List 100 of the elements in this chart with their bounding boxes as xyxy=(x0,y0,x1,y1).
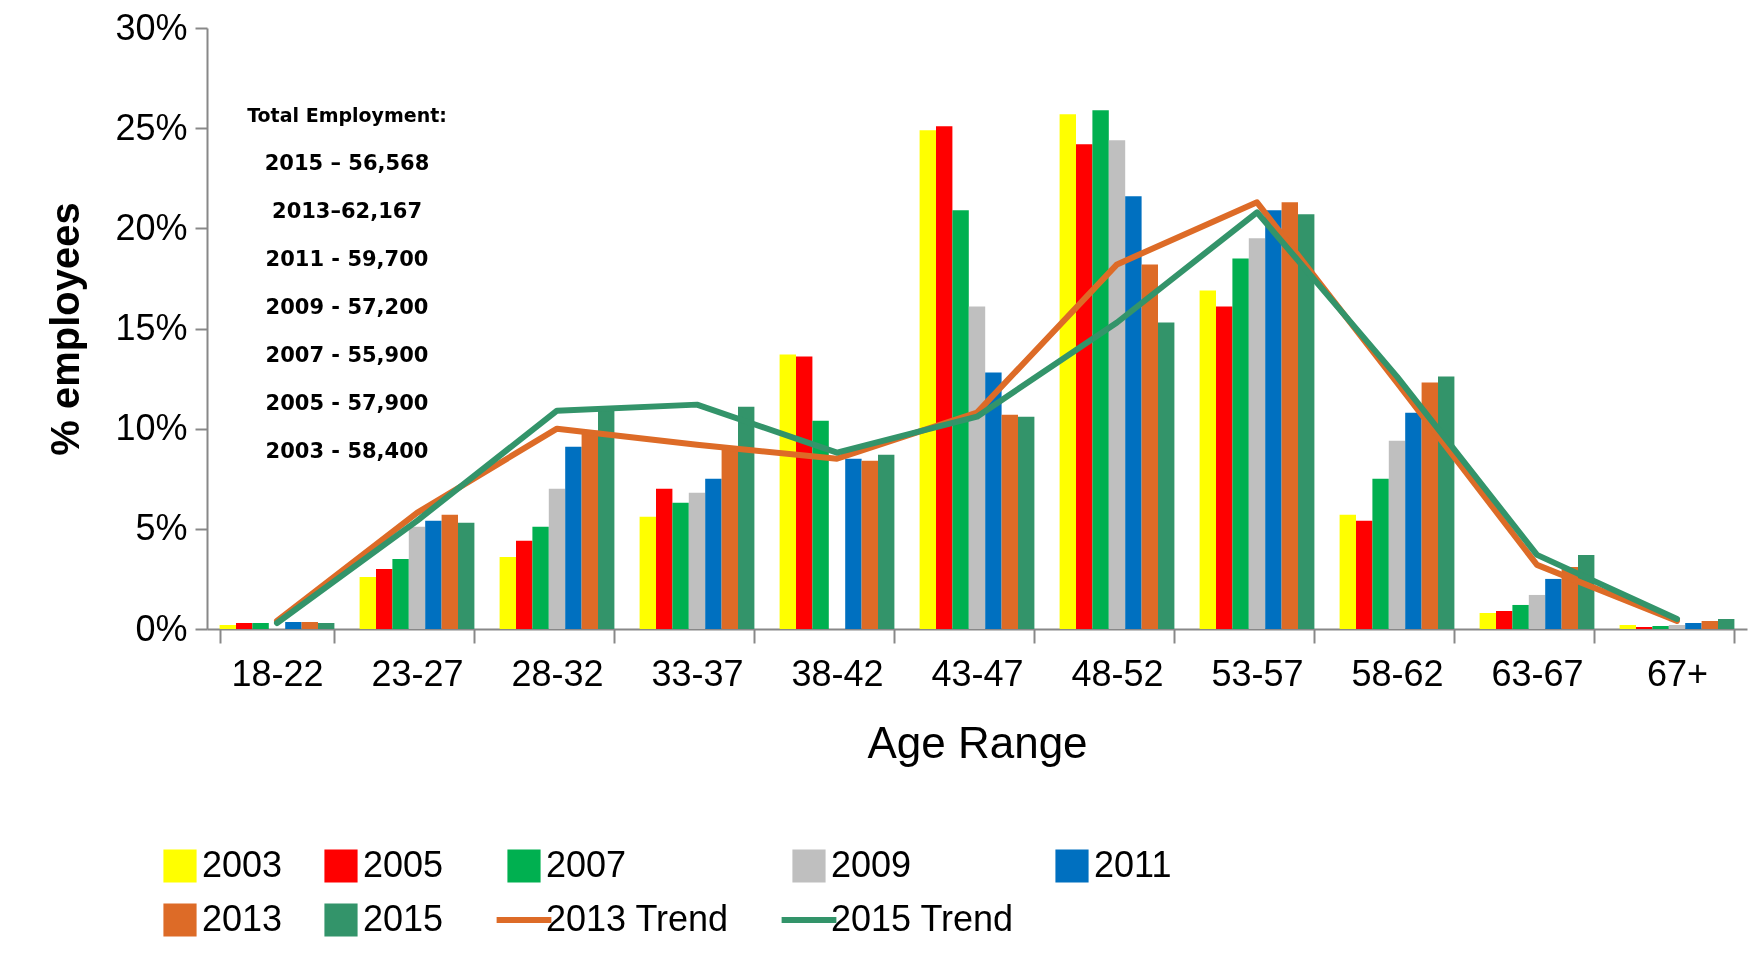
annotation: 2007 - 55,900 xyxy=(265,343,429,367)
bar xyxy=(1372,478,1389,629)
bar xyxy=(1512,604,1529,629)
annotation: 2011 - 59,700 xyxy=(265,247,429,271)
bar xyxy=(236,622,253,629)
bar xyxy=(285,621,302,629)
x-tick-label: 48-52 xyxy=(1071,652,1164,694)
bar xyxy=(1092,110,1109,629)
bar xyxy=(1701,620,1718,629)
bar xyxy=(376,568,393,629)
annotation: 2003 - 58,400 xyxy=(265,439,429,463)
bar xyxy=(672,502,689,629)
bar xyxy=(936,126,953,629)
bar xyxy=(1528,594,1546,629)
bar xyxy=(861,460,878,629)
bar xyxy=(1199,290,1216,629)
bar xyxy=(878,454,895,629)
annotation: 2013–62,167 xyxy=(272,199,422,223)
bar xyxy=(318,622,335,629)
legend-label: 2015 Trend xyxy=(831,898,1014,939)
y-tick-label: 15% xyxy=(115,307,188,348)
bar xyxy=(985,372,1002,629)
bar xyxy=(952,210,969,629)
x-tick-label: 33-37 xyxy=(651,652,744,694)
bar xyxy=(1356,520,1373,629)
bar xyxy=(1479,612,1496,629)
bar xyxy=(1125,196,1142,629)
bar xyxy=(516,540,533,629)
legend-label: 2015 xyxy=(363,898,444,939)
x-tick-label: 67+ xyxy=(1646,652,1709,694)
bar xyxy=(1685,622,1702,629)
x-tick-label: 23-27 xyxy=(371,652,464,694)
annotation: 2015 – 56,568 xyxy=(264,151,430,175)
bar xyxy=(425,520,442,629)
bar xyxy=(1248,238,1266,629)
bar xyxy=(565,446,582,629)
bar xyxy=(845,458,862,629)
bar xyxy=(532,526,549,629)
y-tick-label: 20% xyxy=(115,206,188,248)
bar xyxy=(1545,578,1562,629)
bar xyxy=(1018,416,1035,629)
x-tick-label: 43-47 xyxy=(931,652,1024,694)
bar xyxy=(392,558,409,629)
legend-label: 2009 xyxy=(831,844,912,885)
bar xyxy=(812,420,829,629)
y-tick-label: 5% xyxy=(135,507,188,549)
x-tick-label: 18-22 xyxy=(231,652,324,694)
bar xyxy=(1216,306,1233,629)
bar xyxy=(1232,258,1249,629)
y-tick-label: 10% xyxy=(115,407,188,449)
bar xyxy=(705,478,722,629)
annotation: 2009 - 57,200 xyxy=(265,295,429,319)
y-tick-label: 0% xyxy=(135,607,188,649)
bar xyxy=(301,621,318,629)
x-tick-label: 58-62 xyxy=(1351,652,1444,694)
bar xyxy=(1405,412,1422,629)
legend-label: 2013 Trend xyxy=(546,898,729,939)
bar xyxy=(1339,514,1356,629)
legend-label: 2013 xyxy=(202,898,283,939)
bar xyxy=(1076,144,1093,629)
bar xyxy=(1158,322,1175,629)
bar xyxy=(919,130,936,629)
bar xyxy=(1059,114,1076,629)
annotation: 2005 - 57,900 xyxy=(265,391,429,415)
x-tick-label: 38-42 xyxy=(791,652,884,694)
bar xyxy=(639,516,656,629)
bar xyxy=(1496,610,1513,629)
legend-label: 2011 xyxy=(1094,844,1172,885)
x-tick-label: 63-67 xyxy=(1491,652,1584,694)
legend-label: 2003 xyxy=(202,844,283,885)
bar xyxy=(359,576,376,629)
bar xyxy=(499,556,516,629)
bar xyxy=(219,624,236,629)
bar xyxy=(968,306,986,629)
bar xyxy=(1652,626,1669,629)
bar xyxy=(252,622,269,629)
bar xyxy=(796,356,813,629)
bar xyxy=(688,492,706,629)
bar xyxy=(1619,624,1636,629)
x-tick-label: 53-57 xyxy=(1211,652,1304,694)
legend-label: 2007 xyxy=(546,844,627,885)
bar xyxy=(458,522,475,629)
bar xyxy=(1718,618,1735,629)
bar xyxy=(441,514,458,629)
bar xyxy=(1668,624,1686,629)
y-tick-label: 30% xyxy=(115,6,188,48)
bar xyxy=(1001,414,1018,629)
bar xyxy=(1388,440,1406,629)
bar xyxy=(1265,210,1282,629)
bar xyxy=(408,526,426,629)
x-axis-title: Age Range xyxy=(867,717,1088,767)
bar xyxy=(779,354,796,629)
bar xyxy=(1141,264,1158,629)
bar xyxy=(656,488,673,629)
bar xyxy=(548,488,566,629)
annotation: Total Employment: xyxy=(247,104,447,126)
bar xyxy=(1108,140,1126,629)
legend-label: 2005 xyxy=(363,844,444,885)
y-axis-title: % employees xyxy=(43,202,88,456)
x-tick-label: 28-32 xyxy=(511,652,604,694)
